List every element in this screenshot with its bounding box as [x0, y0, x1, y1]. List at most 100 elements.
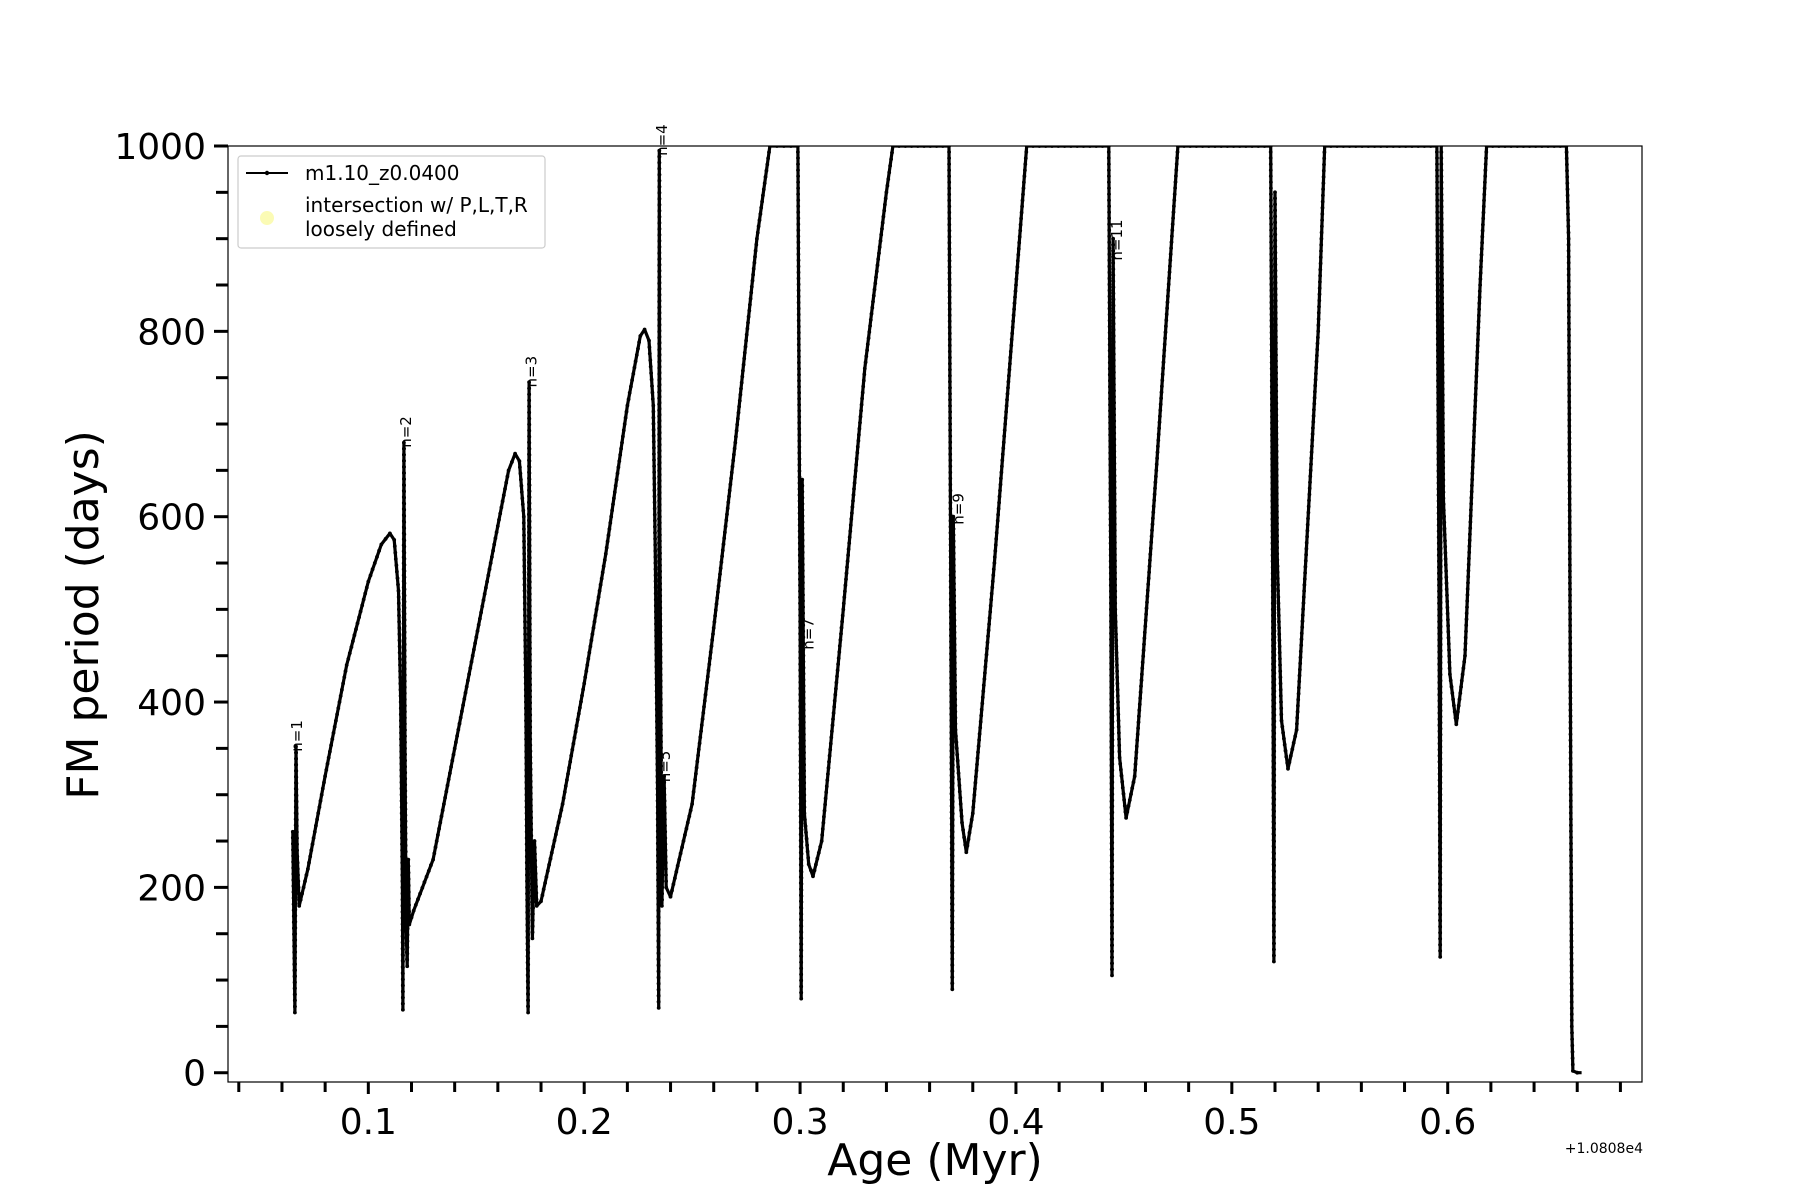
data-point	[799, 960, 804, 965]
data-point	[1004, 410, 1008, 414]
data-point	[815, 856, 820, 861]
data-point	[364, 585, 369, 590]
data-point	[797, 547, 802, 552]
data-point	[1009, 337, 1014, 342]
data-point	[396, 582, 400, 587]
data-point	[589, 638, 594, 643]
data-point	[1270, 408, 1274, 413]
data-point	[1567, 351, 1571, 356]
data-point	[1110, 617, 1115, 621]
data-point	[1159, 396, 1163, 401]
data-point	[1451, 697, 1455, 702]
data-point	[1155, 456, 1159, 461]
data-point	[1477, 301, 1482, 306]
series-line-0	[291, 146, 1582, 1075]
data-point	[315, 817, 319, 822]
data-point	[1444, 581, 1449, 586]
data-point	[403, 740, 407, 745]
data-point	[1569, 890, 1574, 895]
data-point	[1168, 258, 1173, 262]
data-point	[528, 713, 533, 717]
data-point	[718, 572, 722, 576]
data-point	[1440, 344, 1445, 349]
data-point	[482, 592, 487, 596]
data-point	[405, 926, 410, 931]
data-point	[1568, 599, 1572, 604]
data-point	[1279, 712, 1284, 717]
data-point	[657, 172, 662, 177]
data-point	[1004, 404, 1009, 408]
data-point	[797, 511, 802, 515]
data-point	[1018, 222, 1023, 227]
data-point	[334, 718, 338, 723]
data-point	[1110, 840, 1115, 845]
data-point	[500, 499, 505, 504]
data-point	[952, 654, 957, 659]
data-point	[1274, 389, 1279, 393]
data-point	[1272, 659, 1277, 663]
data-point	[1568, 635, 1573, 640]
data-point	[402, 697, 407, 702]
x-tick-label: 0.2	[556, 1102, 613, 1143]
data-point	[1268, 168, 1273, 173]
data-point	[1274, 359, 1278, 363]
data-point	[429, 863, 433, 868]
data-point	[1567, 472, 1572, 477]
data-point	[1277, 626, 1281, 630]
data-point	[950, 799, 955, 804]
data-point	[464, 684, 469, 689]
data-point	[1448, 678, 1453, 683]
data-point	[1435, 306, 1440, 311]
data-point	[293, 932, 298, 936]
data-point	[603, 551, 608, 556]
data-point	[1467, 538, 1472, 543]
data-point	[1438, 456, 1443, 461]
data-point	[1002, 434, 1007, 438]
data-point	[1110, 695, 1115, 700]
data-point	[1110, 665, 1115, 670]
data-point	[1436, 408, 1440, 413]
data-point	[656, 830, 661, 835]
data-point	[344, 663, 349, 667]
data-point	[1274, 371, 1278, 375]
data-point	[393, 557, 398, 561]
data-point	[1273, 226, 1278, 231]
data-point	[855, 450, 860, 455]
data-point	[801, 726, 806, 731]
data-point	[497, 517, 501, 522]
data-point	[950, 745, 955, 749]
data-point	[983, 671, 987, 675]
data-point	[1567, 424, 1572, 428]
data-point	[797, 348, 801, 353]
data-point	[1113, 540, 1117, 545]
data-point	[1468, 526, 1473, 530]
data-point	[1010, 331, 1015, 336]
data-point	[1478, 283, 1482, 287]
data-point	[1274, 479, 1279, 484]
data-point	[1145, 588, 1150, 593]
data-point	[1442, 520, 1447, 525]
data-point	[424, 874, 429, 879]
data-point	[529, 809, 533, 814]
data-point	[659, 752, 663, 756]
data-point	[1440, 380, 1445, 385]
data-point	[657, 226, 662, 231]
data-point	[1438, 762, 1443, 767]
data-point	[1438, 546, 1443, 551]
data-point	[1275, 539, 1279, 544]
data-point	[657, 238, 662, 243]
data-point	[1476, 319, 1481, 324]
data-point	[575, 717, 580, 722]
data-point	[1110, 919, 1114, 923]
data-point	[657, 388, 662, 393]
data-point	[796, 330, 801, 335]
data-point	[1568, 647, 1573, 652]
data-point	[1107, 300, 1112, 305]
data-point	[660, 891, 664, 896]
data-point	[947, 240, 952, 245]
data-point	[1438, 943, 1443, 947]
data-point	[1465, 587, 1470, 591]
data-point	[656, 855, 661, 859]
data-point	[1441, 435, 1445, 440]
data-point	[1473, 410, 1477, 415]
